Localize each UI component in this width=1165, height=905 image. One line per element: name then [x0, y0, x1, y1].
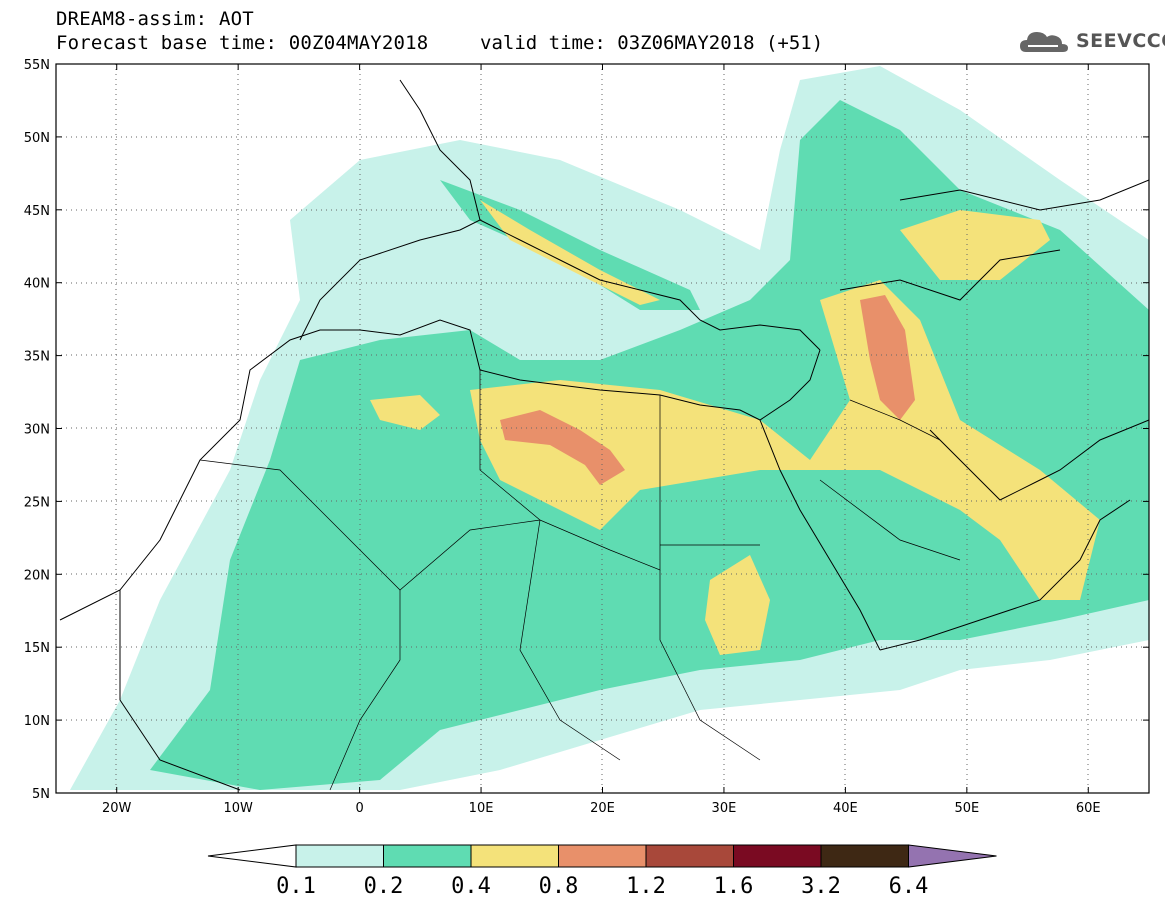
seevccc-logo: SEEVCCC: [1018, 26, 1165, 58]
lat-label: 45N: [24, 204, 50, 219]
lat-label: 40N: [24, 277, 50, 292]
graticule: [56, 64, 1149, 793]
aot-band-0.2b: [440, 180, 700, 310]
colorbar-swatch: [470, 844, 559, 868]
lat-label: 25N: [24, 495, 50, 510]
lat-label: 5N: [32, 787, 50, 802]
logo-text: SEEVCCC: [1076, 30, 1165, 52]
lon-label: 60E: [1076, 801, 1101, 816]
lat-label: 30N: [24, 423, 50, 438]
lon-label: 10W: [223, 801, 253, 816]
base-time-label: Forecast base time: 00Z04MAY2018: [56, 32, 429, 54]
colorbar-swatch: [733, 844, 822, 868]
aot-band-0.4b: [370, 395, 440, 430]
lat-label: 50N: [24, 131, 50, 146]
aot-band-0.8: [500, 410, 625, 485]
lat-label: 15N: [24, 641, 50, 656]
lat-label: 20N: [24, 568, 50, 583]
colorbar-labels: 0.1 0.2 0.4 0.8 1.2 1.6 3.2 6.4: [276, 874, 928, 899]
axis-ticks: [56, 63, 1149, 794]
colorbar-level-label: 0.8: [539, 874, 579, 899]
colorbar-level-label: 1.2: [626, 874, 666, 899]
colorbar-level-label: 6.4: [889, 874, 929, 899]
valid-time-label: valid time: 03Z06MAY2018 (+51): [480, 32, 824, 54]
aot-band-0.4d: [900, 210, 1050, 280]
lon-label: 40E: [833, 801, 858, 816]
lon-labels: 20W 10W 0 10E 20E 30E 40E 50E 60E: [102, 801, 1101, 816]
colorbar-min-triangle: [207, 844, 297, 868]
cloud-icon: [1020, 32, 1068, 52]
lon-label: 30E: [712, 801, 737, 816]
coastlines: [59, 79, 1150, 791]
colorbar-level-label: 0.1: [276, 874, 316, 899]
colorbar-swatch: [558, 844, 647, 868]
lat-label: 10N: [24, 714, 50, 729]
lat-label: 55N: [24, 58, 50, 73]
aot-band-0.4e: [480, 200, 660, 305]
lat-label: 35N: [24, 350, 50, 365]
colorbar-max-triangle: [908, 844, 997, 868]
lat-labels: 55N 50N 45N 40N 35N 30N 25N 20N 15N 10N 5N: [24, 58, 50, 802]
lon-label: 20W: [102, 801, 132, 816]
colorbar-level-label: 0.4: [451, 874, 491, 899]
aot-band-0.8b: [860, 295, 915, 420]
lon-label: 50E: [954, 801, 979, 816]
colorbar-swatch: [820, 844, 909, 868]
colorbar-swatch: [645, 844, 734, 868]
lon-label: 20E: [590, 801, 615, 816]
aot-band-0.4: [470, 280, 1100, 600]
colorbar: [207, 844, 997, 868]
colorbar-swatch: [295, 844, 384, 868]
colorbar-level-label: 1.6: [714, 874, 754, 899]
lon-label: 10E: [469, 801, 494, 816]
borders: [199, 370, 961, 791]
colorbar-level-label: 0.2: [364, 874, 404, 899]
aot-band-0.4c: [705, 555, 770, 655]
map-title: DREAM8-assim: AOT: [56, 8, 254, 30]
lon-label: 0: [355, 801, 363, 816]
aot-fields: [56, 64, 1149, 793]
colorbar-level-label: 3.2: [801, 874, 841, 899]
colorbar-swatch: [383, 844, 472, 868]
